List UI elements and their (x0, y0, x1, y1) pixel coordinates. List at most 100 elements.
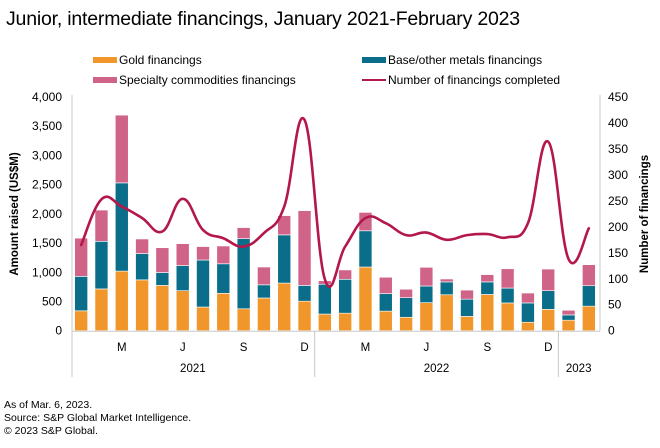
bar-segment-gold (318, 313, 332, 332)
bar-segment-base-metals (582, 285, 596, 307)
y-tick-label-left: 4,000 (32, 90, 62, 104)
bar-segment-gold (399, 316, 413, 331)
bar-segment-specialty (196, 246, 210, 261)
bar-segment-gold (196, 306, 210, 331)
bar-segment-base-metals (521, 302, 535, 323)
bar-segment-specialty (135, 238, 149, 254)
y-tick-label-left: 3,000 (32, 148, 62, 162)
bar-segment-specialty (175, 243, 190, 266)
bar-segment-base-metals (460, 298, 474, 317)
bar-segment-gold (338, 312, 352, 331)
y-tick-label-right: 350 (608, 142, 628, 156)
bar-segment-base-metals (196, 259, 210, 308)
bar-segment-specialty (541, 268, 556, 291)
chart-title: Junior, intermediate financings, January… (6, 8, 520, 30)
bar-segment-specialty (439, 278, 454, 283)
bar-segment-base-metals (277, 234, 292, 284)
bar-segment-base-metals (541, 290, 556, 310)
x-axis: M J S D M J S D 2021 2022 2023 (71, 330, 600, 377)
bar-segment-gold (135, 279, 149, 331)
bar-segment-gold (521, 321, 535, 331)
y-tick-label-right: 250 (608, 194, 628, 208)
legend-swatch-base-metals (362, 57, 386, 63)
bar-segment-gold (297, 300, 312, 331)
bar-segment-gold (480, 294, 495, 332)
x-tick-label: S (240, 342, 248, 354)
bar-segment-specialty (582, 264, 596, 287)
bar-segment-specialty (561, 309, 576, 316)
bar-segment-gold (500, 302, 515, 331)
y-axis-label-right: Number of financings (639, 155, 651, 273)
bar-segment-gold (94, 288, 109, 331)
bar-segment-base-metals (378, 293, 393, 312)
x-tick-label: S (483, 342, 491, 354)
legend-label-base-metals: Base/other metals financings (388, 53, 543, 67)
bar-segment-specialty (114, 114, 129, 184)
legend-item-number-of-financings: Number of financings completed (362, 73, 560, 87)
x-year-label: 2023 (566, 363, 592, 375)
bar-segment-specialty (216, 245, 231, 265)
bar-segment-gold (358, 266, 373, 332)
bar-segment-specialty (338, 269, 352, 280)
bar-segment-base-metals (297, 285, 312, 302)
bar-segment-specialty (399, 288, 413, 298)
bar-segment-specialty (236, 227, 251, 239)
bar-segment-base-metals (216, 263, 231, 294)
bar-segment-base-metals (439, 281, 454, 296)
bars (74, 114, 596, 332)
footer-source: Source: S&P Global Market Intelligence. (4, 412, 192, 424)
y-tick-label-left: 1,000 (32, 265, 62, 279)
bar-segment-specialty (521, 292, 535, 304)
y-tick-label-left: 500 (42, 294, 62, 308)
y-tick-label-right: 150 (608, 246, 628, 260)
legend-label-number-of-financings: Number of financings completed (388, 73, 561, 87)
y-tick-label-right: 300 (608, 168, 628, 182)
bar-segment-gold (277, 282, 292, 331)
footer-copyright: © 2023 S&P Global. (4, 425, 98, 437)
bar-segment-gold (378, 310, 393, 331)
y-tick-label-left: 2,000 (32, 207, 62, 221)
bar-segment-specialty (378, 276, 393, 294)
x-tick-label: J (424, 342, 430, 354)
footer-notes: As of Mar. 6, 2023. Source: S&P Global M… (4, 399, 191, 438)
bar-segment-gold (155, 285, 170, 331)
bar-segment-base-metals (419, 285, 434, 303)
bar-segment-specialty (257, 266, 271, 286)
y-tick-label-left: 1,500 (32, 236, 62, 250)
x-year-label: 2021 (180, 363, 206, 375)
y-tick-label-left: 0 (55, 324, 62, 338)
legend-item-specialty: Specialty commodities financings (93, 73, 296, 87)
bar-segment-base-metals (175, 265, 190, 291)
x-year-label: 2022 (424, 363, 450, 375)
y-tick-label-right: 0 (608, 324, 615, 338)
bar-segment-base-metals (399, 297, 413, 318)
bar-segment-gold (216, 293, 231, 332)
bar-segment-specialty (460, 289, 474, 300)
bar-segment-base-metals (74, 276, 88, 312)
bar-segment-base-metals (114, 182, 129, 272)
bar-segment-gold (257, 297, 271, 331)
legend-item-base-metals: Base/other metals financings (362, 53, 542, 67)
bar-segment-gold (561, 319, 576, 332)
line-number-of-financings (79, 116, 591, 289)
x-tick-label: D (544, 342, 552, 354)
bar-segment-gold (114, 270, 129, 332)
legend-swatch-gold (93, 57, 117, 63)
bar-segment-gold (582, 305, 596, 331)
y-tick-label-left: 3,500 (32, 119, 62, 133)
bar-segment-base-metals (480, 281, 495, 295)
bar-segment-base-metals (236, 238, 251, 310)
bar-segment-specialty (480, 274, 495, 283)
y-axis-label-left: Amount raised (US$M) (9, 152, 21, 275)
bar-segment-base-metals (561, 314, 576, 321)
line-series (79, 116, 591, 289)
bar-segment-specialty (155, 247, 170, 273)
bar-segment-base-metals (135, 253, 149, 281)
bar-segment-specialty (94, 209, 109, 242)
bar-segment-base-metals (318, 283, 332, 315)
x-tick-label: J (180, 342, 186, 354)
legend-item-gold: Gold financings (93, 53, 202, 67)
bar-segment-gold (175, 290, 190, 331)
y-axis-left: 0 500 1,000 1,500 2,000 2,500 3,000 3,500 4,000 (32, 90, 73, 338)
